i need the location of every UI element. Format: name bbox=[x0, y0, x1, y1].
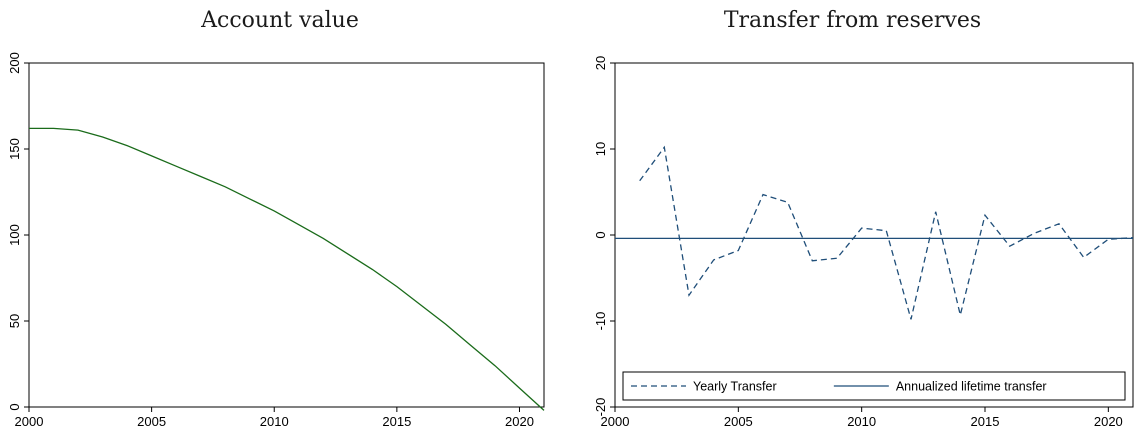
account-value-chart: 0 50 100 150 200 2000 2005 2010 2015 2020 bbox=[7, 52, 545, 429]
account-value-x-tick-label: 2010 bbox=[260, 414, 289, 429]
transfer-y-tick-label: 0 bbox=[593, 231, 608, 238]
account-value-y-tick-label: 100 bbox=[7, 224, 22, 246]
transfer-x-tick-label: 2000 bbox=[601, 414, 630, 429]
transfer-title: Transfer from reserves bbox=[723, 8, 982, 33]
account-value-x-tick-label: 2005 bbox=[137, 414, 166, 429]
transfer-legend-label-1: Annualized lifetime transfer bbox=[896, 380, 1047, 394]
account-value-y-tick-label: 150 bbox=[7, 138, 22, 160]
transfer-series-line-0 bbox=[639, 145, 1134, 320]
transfer-legend-label-0: Yearly Transfer bbox=[693, 380, 777, 394]
account-value-x-tick-label: 2015 bbox=[382, 414, 411, 429]
transfer-y-tick-label: -20 bbox=[593, 398, 608, 417]
account-value-y-tick-label: 200 bbox=[7, 52, 22, 74]
transfer-chart: -20 -10 0 10 20 2000 2005 2010 2015 2020 Yearly Tr… bbox=[593, 56, 1134, 429]
transfer-plot-frame bbox=[614, 62, 1134, 408]
transfer-x-tick-label: 2010 bbox=[847, 414, 876, 429]
account-value-title: Account value bbox=[201, 8, 359, 33]
account-value-series-line-0 bbox=[29, 127, 545, 411]
account-value-y-tick-label: 50 bbox=[7, 314, 22, 328]
account-value-panel: Account value 0 50 100 150 200 2000 2005 2010 20… bbox=[0, 0, 560, 437]
transfer-y-tick-label: -10 bbox=[593, 312, 608, 331]
transfer-panel: Transfer from reserves -20 -10 0 10 20 2000 20… bbox=[570, 0, 1135, 437]
transfer-y-tick-label: 10 bbox=[593, 142, 608, 156]
account-value-x-tick-label: 2000 bbox=[15, 414, 44, 429]
transfer-x-tick-label: 2005 bbox=[724, 414, 753, 429]
transfer-x-tick-label: 2015 bbox=[971, 414, 1000, 429]
transfer-y-tick-label: 20 bbox=[593, 56, 608, 70]
transfer-x-tick-label: 2020 bbox=[1094, 414, 1123, 429]
account-value-x-tick-label: 2020 bbox=[505, 414, 534, 429]
account-value-plot-frame bbox=[28, 62, 545, 408]
account-value-y-tick-label: 0 bbox=[7, 403, 22, 410]
